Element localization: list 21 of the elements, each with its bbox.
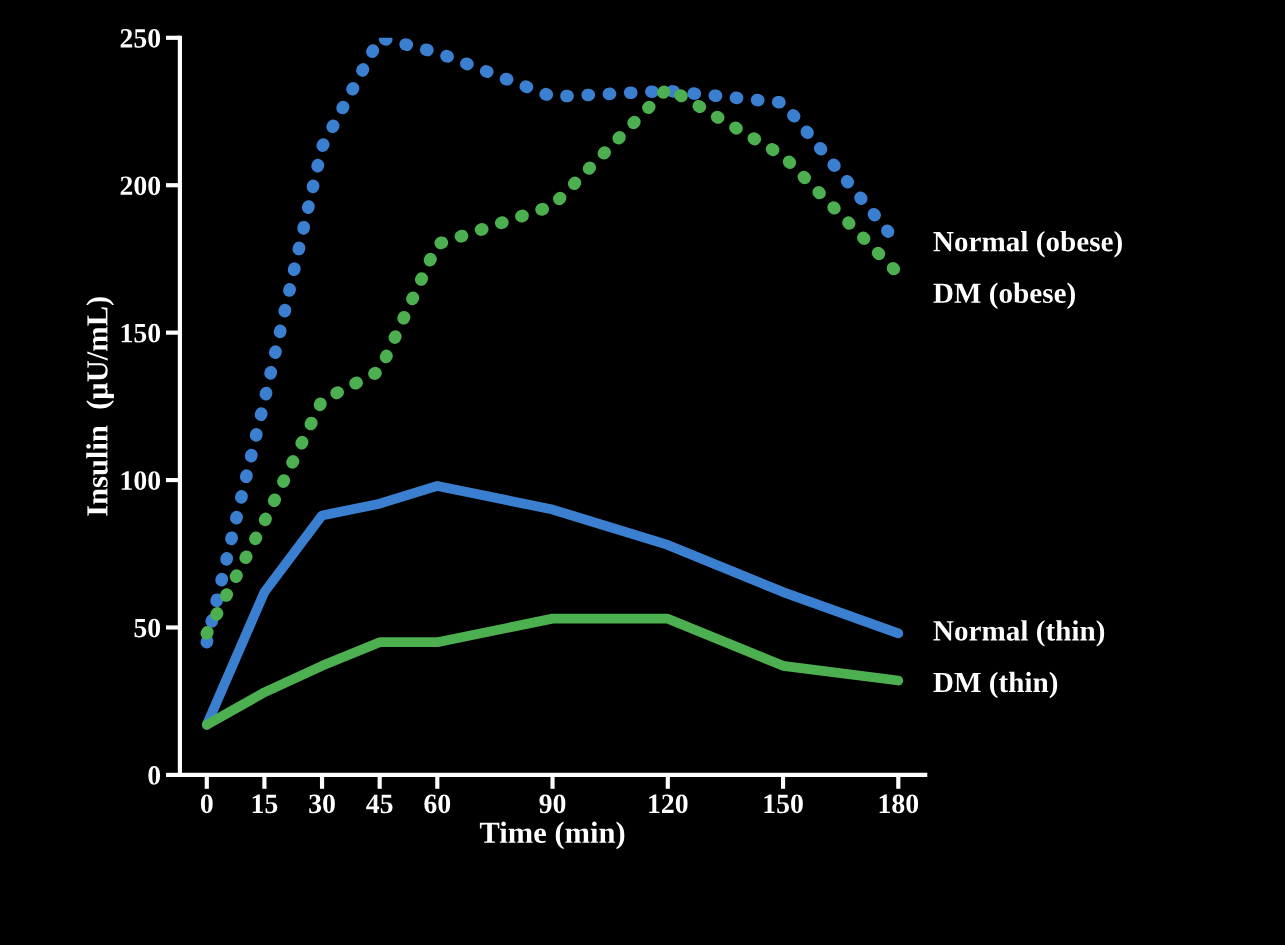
- x-tick-label: 120: [649, 794, 688, 814]
- x-tick-label: 180: [879, 794, 919, 814]
- x-tick-label: 15: [252, 794, 278, 814]
- x-tick-label: 0: [200, 794, 213, 814]
- y-tick-label: 150: [121, 323, 161, 343]
- x-tick-label: 60: [424, 794, 451, 814]
- x-tick-label: 45: [366, 794, 393, 814]
- y-tick-label: 0: [148, 766, 161, 785]
- x-tick-label: 30: [309, 794, 335, 814]
- y-tick-label: 200: [120, 176, 161, 196]
- series-label: Normal (thin): [933, 620, 1105, 647]
- y-axis-title: Insulin (μU/mL): [86, 297, 114, 516]
- y-tick-label: 100: [121, 471, 161, 490]
- x-axis-title: Time (min): [479, 821, 625, 850]
- series-label: Normal (obese): [933, 230, 1122, 258]
- x-tick-label: 90: [539, 794, 566, 814]
- series-label: DM (obese): [933, 282, 1075, 310]
- y-tick-label: 50: [134, 618, 161, 638]
- series-label: DM (thin): [933, 671, 1058, 699]
- x-tick-label: 150: [764, 794, 803, 814]
- y-tick-label: 250: [120, 28, 161, 48]
